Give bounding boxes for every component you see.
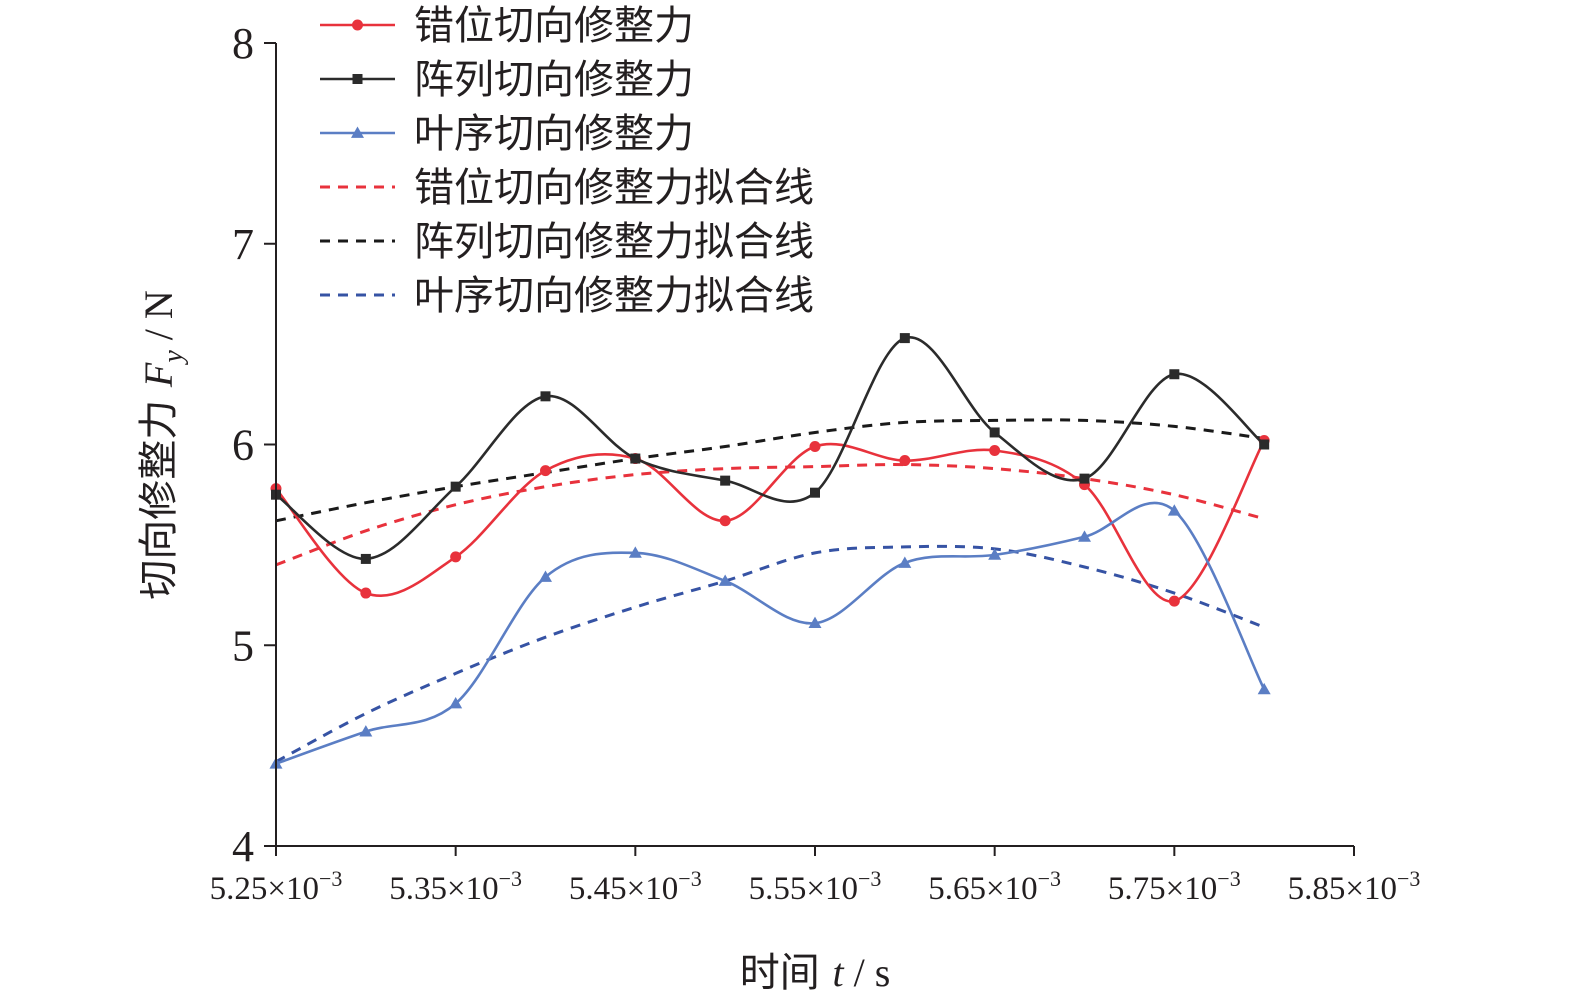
- series-layer: [269, 333, 1271, 769]
- legend-label: 叶序切向修整力拟合线: [414, 273, 814, 319]
- data-point: [539, 570, 552, 582]
- x-tick-label: 5.45×10−3: [569, 866, 702, 907]
- x-tick-label: 5.85×10−3: [1288, 866, 1421, 907]
- legend: 错位切向修整力阵列切向修整力叶序切向修整力错位切向修整力拟合线阵列切向修整力拟合…: [320, 3, 814, 319]
- y-tick-label: 5: [232, 621, 254, 670]
- y-axis-title: 切向修整力 Fy / N: [136, 290, 189, 600]
- x-tick-label: 5.25×10−3: [210, 866, 343, 907]
- data-point: [359, 725, 373, 737]
- x-axis-ticks: 5.25×10−3 5.35×10−3 5.45×10−3 5.55×10−3 5.65…: [210, 846, 1421, 907]
- data-point: [1168, 595, 1180, 607]
- y-tick-label: 7: [232, 220, 254, 269]
- data-point: [989, 427, 1000, 438]
- legend-item: 错位切向修整力: [320, 3, 694, 49]
- data-point: [810, 487, 820, 498]
- data-point: [360, 587, 372, 599]
- legend-label: 阵列切向修整力: [414, 57, 694, 103]
- x-tick-label: 5.35×10−3: [389, 866, 522, 907]
- legend-label: 叶序切向修整力: [414, 111, 694, 157]
- data-point: [720, 475, 731, 486]
- data-point: [450, 551, 462, 563]
- series-line: [275, 439, 1266, 603]
- legend-item: 叶序切向修整力拟合线: [320, 273, 814, 319]
- data-point: [1079, 473, 1090, 484]
- series-fit-5: [275, 544, 1265, 764]
- fit-line: [275, 463, 1265, 567]
- fit-line: [275, 418, 1265, 523]
- series-data-2: [269, 501, 1271, 769]
- data-point: [1257, 682, 1271, 695]
- legend-item: 错位切向修整力拟合线: [320, 165, 814, 211]
- legend-item: 阵列切向修整力: [320, 57, 694, 103]
- data-point: [1078, 530, 1091, 542]
- data-point: [628, 546, 642, 558]
- data-point: [630, 453, 641, 464]
- y-tick-label: 8: [232, 19, 254, 68]
- legend-marker: [352, 74, 363, 84]
- y-tick-label: 4: [232, 822, 254, 871]
- legend-label: 错位切向修整力拟合线: [414, 165, 814, 211]
- data-point: [540, 465, 551, 477]
- series-data-0: [270, 434, 1270, 607]
- data-point: [449, 696, 463, 709]
- data-point: [809, 441, 821, 453]
- legend-label: 错位切向修整力: [414, 3, 694, 49]
- data-point: [899, 455, 911, 467]
- data-point: [1259, 439, 1270, 450]
- legend-item: 阵列切向修整力拟合线: [320, 219, 814, 265]
- legend-marker: [351, 126, 364, 138]
- fit-line: [275, 544, 1265, 764]
- y-axis-ticks: 4 5 6 7 8: [232, 19, 276, 871]
- data-point: [989, 445, 1001, 457]
- data-point: [718, 574, 732, 586]
- legend-item: 叶序切向修整力: [320, 111, 694, 157]
- x-tick-label: 5.65×10−3: [928, 866, 1061, 907]
- data-point: [988, 548, 1002, 560]
- series-line: [275, 336, 1266, 561]
- series-line: [275, 501, 1266, 765]
- x-axis-title: 时间 t / s: [740, 950, 891, 996]
- data-point: [899, 333, 910, 344]
- legend-label: 阵列切向修整力拟合线: [414, 219, 814, 265]
- data-point: [360, 553, 371, 564]
- data-point: [540, 391, 551, 402]
- series-data-1: [271, 333, 1270, 564]
- data-point: [450, 481, 461, 492]
- data-point: [1167, 504, 1181, 516]
- y-tick-label: 6: [232, 421, 254, 470]
- data-point: [898, 556, 912, 568]
- series-fit-4: [275, 418, 1265, 523]
- data-point: [719, 515, 731, 527]
- x-tick-label: 5.55×10−3: [749, 866, 882, 907]
- legend-marker: [352, 19, 363, 31]
- data-point: [1169, 369, 1180, 380]
- series-fit-3: [275, 463, 1265, 567]
- data-point: [808, 616, 822, 629]
- x-tick-label: 5.75×10−3: [1108, 866, 1241, 907]
